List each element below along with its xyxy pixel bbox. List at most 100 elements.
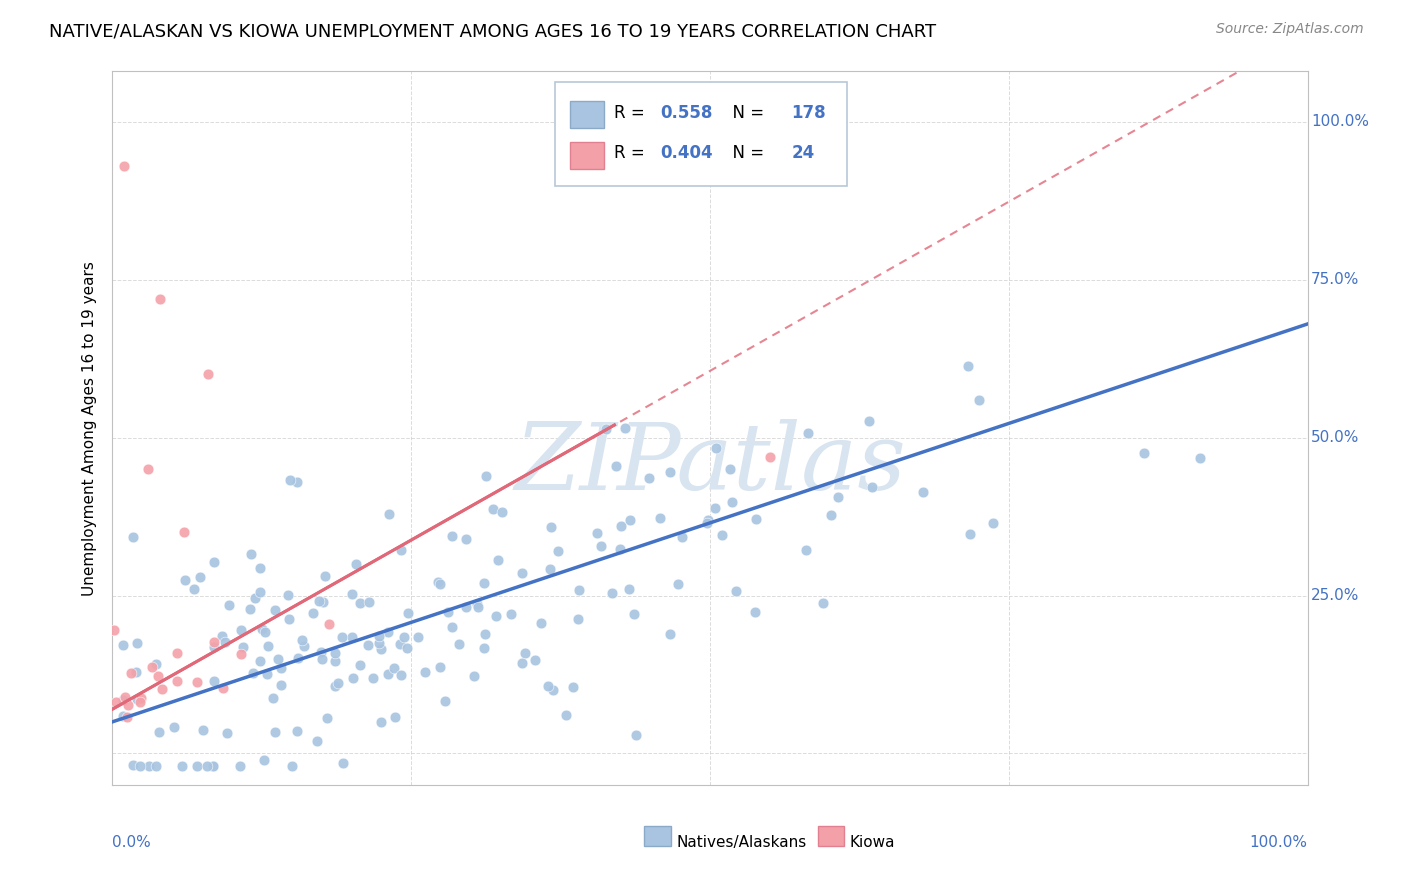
Point bbox=[173, 525, 195, 540]
Point bbox=[602, 586, 624, 600]
Text: 100.0%: 100.0% bbox=[1250, 835, 1308, 850]
Point bbox=[540, 519, 562, 533]
Point bbox=[610, 519, 633, 533]
Point bbox=[104, 695, 127, 709]
Point bbox=[349, 657, 371, 672]
Point bbox=[827, 491, 849, 505]
Point bbox=[472, 576, 495, 591]
Point bbox=[568, 582, 591, 597]
Point bbox=[434, 693, 457, 707]
Point bbox=[378, 507, 401, 521]
Point bbox=[253, 625, 276, 640]
Point bbox=[617, 582, 640, 596]
Point bbox=[129, 759, 152, 773]
Point bbox=[349, 597, 371, 611]
Point bbox=[250, 622, 273, 636]
Point bbox=[384, 709, 406, 723]
Point bbox=[141, 660, 163, 674]
Point bbox=[456, 599, 478, 614]
Point bbox=[211, 629, 233, 643]
Point bbox=[266, 652, 288, 666]
Point bbox=[370, 715, 392, 730]
Text: 25.0%: 25.0% bbox=[1312, 588, 1360, 603]
Point bbox=[626, 728, 648, 742]
Point bbox=[232, 640, 254, 654]
Point bbox=[562, 680, 585, 694]
Point bbox=[122, 758, 145, 772]
Point bbox=[163, 720, 186, 734]
Point bbox=[623, 607, 645, 621]
Point bbox=[326, 675, 349, 690]
Text: Kiowa: Kiowa bbox=[849, 835, 896, 850]
Point bbox=[696, 516, 718, 530]
Point bbox=[440, 529, 463, 543]
FancyBboxPatch shape bbox=[644, 826, 671, 846]
Point bbox=[413, 665, 436, 679]
Point bbox=[229, 624, 252, 638]
Point bbox=[249, 585, 271, 599]
Point bbox=[794, 543, 817, 558]
Point bbox=[456, 532, 478, 546]
Point bbox=[389, 667, 412, 681]
Point bbox=[342, 586, 364, 600]
Point bbox=[112, 693, 135, 707]
Point bbox=[361, 671, 384, 685]
Point bbox=[323, 646, 346, 660]
Point bbox=[389, 543, 412, 558]
Text: NATIVE/ALASKAN VS KIOWA UNEMPLOYMENT AMONG AGES 16 TO 19 YEARS CORRELATION CHART: NATIVE/ALASKAN VS KIOWA UNEMPLOYMENT AMO… bbox=[49, 22, 936, 40]
Point bbox=[218, 598, 240, 612]
Point bbox=[395, 640, 418, 655]
Point bbox=[103, 624, 125, 638]
Point bbox=[541, 683, 564, 698]
Point bbox=[482, 501, 505, 516]
Text: 50.0%: 50.0% bbox=[1312, 430, 1360, 445]
Point bbox=[166, 673, 188, 688]
Point bbox=[811, 596, 834, 610]
Point bbox=[613, 421, 636, 435]
Point bbox=[316, 711, 339, 725]
Point bbox=[292, 639, 315, 653]
Point bbox=[666, 577, 689, 591]
Point bbox=[111, 638, 134, 652]
Point bbox=[467, 599, 489, 614]
Point bbox=[287, 651, 309, 665]
Point bbox=[820, 508, 842, 522]
Point bbox=[262, 690, 284, 705]
Point bbox=[239, 601, 262, 615]
Point bbox=[214, 634, 236, 648]
Point bbox=[285, 475, 308, 489]
Point bbox=[1133, 446, 1156, 460]
Point bbox=[491, 505, 513, 519]
Text: Natives/Alaskans: Natives/Alaskans bbox=[676, 835, 807, 850]
Point bbox=[377, 625, 399, 640]
Point bbox=[344, 557, 367, 571]
Text: N =: N = bbox=[723, 103, 769, 121]
Point bbox=[658, 627, 681, 641]
Point bbox=[449, 637, 471, 651]
Point bbox=[429, 660, 451, 674]
Y-axis label: Unemployment Among Ages 16 to 19 years: Unemployment Among Ages 16 to 19 years bbox=[82, 260, 97, 596]
Point bbox=[711, 528, 734, 542]
Point bbox=[370, 642, 392, 657]
Text: 100.0%: 100.0% bbox=[1312, 114, 1369, 129]
Point bbox=[191, 723, 214, 737]
Point bbox=[131, 691, 153, 706]
Point bbox=[138, 462, 160, 476]
Text: R =: R = bbox=[614, 103, 651, 121]
Point bbox=[202, 555, 225, 569]
Point bbox=[357, 595, 380, 609]
Point bbox=[368, 636, 391, 650]
Text: 0.558: 0.558 bbox=[659, 103, 713, 121]
Point bbox=[197, 368, 219, 382]
Point bbox=[718, 462, 741, 476]
Point bbox=[330, 630, 353, 644]
Point bbox=[202, 635, 225, 649]
Point bbox=[474, 627, 496, 641]
Point bbox=[858, 414, 880, 428]
FancyBboxPatch shape bbox=[554, 82, 848, 186]
Point bbox=[463, 669, 485, 683]
Point bbox=[567, 612, 589, 626]
Point bbox=[145, 657, 167, 672]
Point bbox=[149, 292, 172, 306]
Point bbox=[256, 639, 278, 653]
